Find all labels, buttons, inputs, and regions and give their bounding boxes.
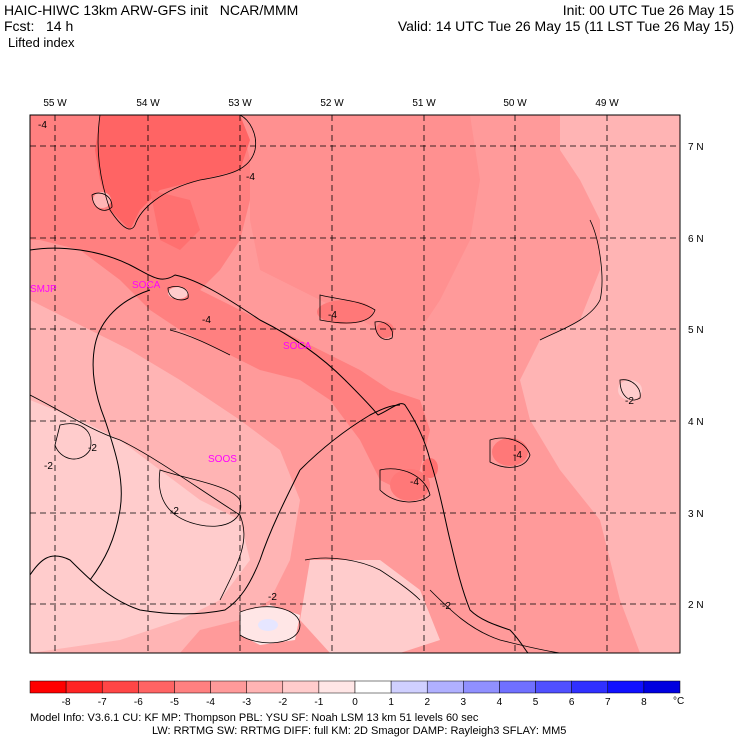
contour-lines xyxy=(30,115,641,653)
colorbar-swatch xyxy=(499,680,536,694)
colorbar-swatch xyxy=(210,680,247,694)
colorbar-swatch xyxy=(354,680,392,694)
org-name: NCAR/MMM xyxy=(219,2,299,18)
lon-label: 54 W xyxy=(136,98,160,109)
colorbar-swatch xyxy=(643,680,681,694)
forecast-hour: Fcst: 14 h xyxy=(4,18,74,34)
colorbar-swatch xyxy=(607,680,645,694)
valid-time: Valid: 14 UTC Tue 26 May 15 (11 LST Tue … xyxy=(397,18,734,34)
station-label: SMJP xyxy=(30,284,57,295)
station-label: SOOS xyxy=(208,454,237,465)
colorbar-tick-label: 4 xyxy=(497,697,503,708)
lat-label: 7 N xyxy=(688,142,704,153)
lon-label: 53 W xyxy=(228,98,252,109)
model-info-line1: Model Info: V3.6.1 CU: KF MP: Thompson P… xyxy=(30,712,479,724)
init-time: Init: 00 UTC Tue 26 May 15 xyxy=(562,2,734,18)
colorbar-swatch xyxy=(246,680,284,694)
lon-label: 52 W xyxy=(320,98,344,109)
colorbar-tick-label: 3 xyxy=(461,697,467,708)
model-info-line2: LW: RRTMG SW: RRTMG DIFF: full KM: 2D Sm… xyxy=(152,725,567,737)
colorbar-swatch xyxy=(282,680,320,694)
contour-label: -2 xyxy=(268,592,277,603)
colorbar-tick-label: -7 xyxy=(98,697,107,708)
contour-value-labels: -4 -4 -4 -4 -4 -4 -2 -2 -2 -2 -2 -2 -2 xyxy=(38,120,634,612)
contour-label: -2 xyxy=(170,506,179,517)
colorbar-swatch xyxy=(318,680,356,694)
colorbar-tick-label: 5 xyxy=(533,697,539,708)
contour-label: -4 xyxy=(202,315,211,326)
station-label: SOCA xyxy=(132,280,161,291)
colorbar-swatch xyxy=(65,680,103,694)
contour-label: -2 xyxy=(88,443,97,454)
colorbar-tick-label: 1 xyxy=(388,697,394,708)
colorbar-swatch xyxy=(426,680,464,694)
contour-label: -4 xyxy=(38,120,47,131)
station-labels: SMJP SOCA SOCA SOOS xyxy=(30,280,312,465)
colorbar-tick-label: 0 xyxy=(352,697,358,708)
colorbar-tick-label: -5 xyxy=(170,697,179,708)
lon-label: 55 W xyxy=(43,98,67,109)
lon-label: 50 W xyxy=(503,98,527,109)
colorbar-swatch xyxy=(138,680,175,694)
station-label: SOCA xyxy=(283,341,312,352)
coastlines-borders xyxy=(30,247,529,653)
lat-label: 5 N xyxy=(688,325,704,336)
colorbar-tick-label: -4 xyxy=(206,697,215,708)
colorbar-swatch xyxy=(535,680,572,694)
colorbar-tick-label: -6 xyxy=(134,697,143,708)
contour-label: -2 xyxy=(44,461,53,472)
lat-label: 3 N xyxy=(688,509,704,520)
colorbar-tick-label: 6 xyxy=(569,697,575,708)
colorbar-tick-label: 7 xyxy=(605,697,611,708)
colorbar-swatch xyxy=(174,680,211,694)
colorbar: -8 -7 -6 -5 -4 -3 -2 -1 0 1 2 3 4 5 6 7 8 xyxy=(29,680,681,708)
contour-label: -2 xyxy=(625,396,634,407)
colorbar-swatch xyxy=(390,680,428,694)
colorbar-swatch xyxy=(101,680,139,694)
contour-label: -4 xyxy=(410,477,419,488)
colorbar-tick-label: 8 xyxy=(641,697,647,708)
colorbar-swatch xyxy=(571,680,609,694)
lat-lon-grid xyxy=(30,115,680,653)
lat-label: 2 N xyxy=(688,600,704,611)
shaded-field xyxy=(30,115,680,653)
colorbar-tick-label: -8 xyxy=(62,697,71,708)
colorbar-tick-label: -1 xyxy=(314,697,323,708)
lon-label: 49 W xyxy=(595,98,619,109)
lon-label: 51 W xyxy=(412,98,436,109)
colorbar-tick-label: 2 xyxy=(424,697,430,708)
colorbar-tick-label: -3 xyxy=(242,697,251,708)
colorbar-unit: °C xyxy=(673,696,684,707)
model-title: HAIC-HIWC 13km ARW-GFS init NCAR/MMM xyxy=(4,2,299,18)
contour-label: -4 xyxy=(328,310,337,321)
colorbar-swatch xyxy=(463,680,500,694)
longitude-labels: 55 W 54 W 53 W 52 W 51 W 50 W 49 W xyxy=(43,98,619,109)
lat-label: 4 N xyxy=(688,417,704,428)
colorbar-swatch xyxy=(29,680,67,694)
colorbar-tick-label: -2 xyxy=(278,697,287,708)
lat-label: 6 N xyxy=(688,234,704,245)
contour-label: -4 xyxy=(246,172,255,183)
contour-label: -4 xyxy=(513,450,522,461)
plot-frame xyxy=(29,114,681,654)
latitude-labels: 7 N 6 N 5 N 4 N 3 N 2 N xyxy=(688,142,704,611)
field-name: Lifted index xyxy=(8,35,75,50)
contour-label: -2 xyxy=(442,601,451,612)
